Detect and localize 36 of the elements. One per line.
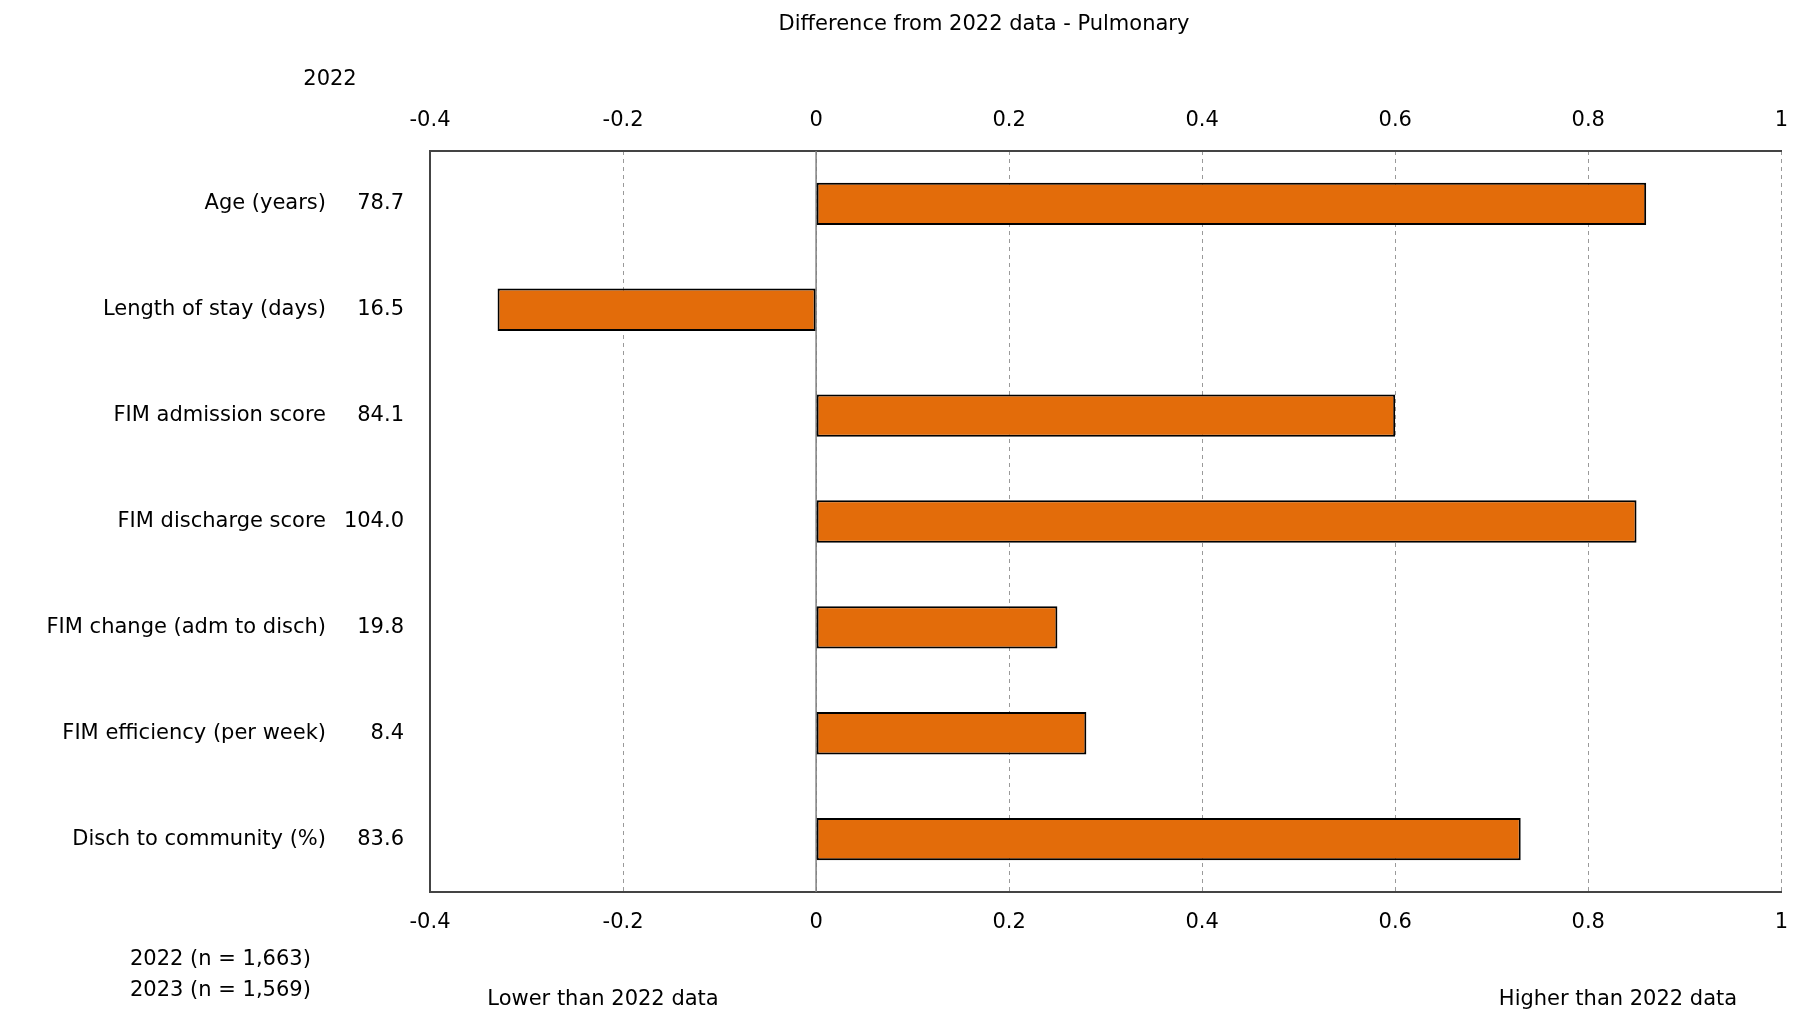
y-tick-label: FIM efficiency (per week) bbox=[62, 719, 326, 744]
x-tick-label: -0.2 bbox=[602, 909, 644, 934]
text: 83.6 bbox=[357, 825, 404, 850]
y-tick-label: Age (years) bbox=[204, 190, 326, 215]
text: 78.7 bbox=[357, 190, 404, 215]
y-tick-label: FIM discharge score bbox=[117, 507, 326, 532]
x2-tick-label: 0.8 bbox=[1571, 106, 1605, 131]
x-tick-label: 0.2 bbox=[992, 909, 1026, 934]
x2-tick-label: 0 bbox=[809, 106, 823, 131]
x2-tick-label: 0.4 bbox=[1185, 106, 1219, 131]
x-tick-label: 0 bbox=[809, 909, 823, 934]
text: Higher than 2022 data bbox=[1498, 986, 1738, 1011]
text: 2022 (n = 1,663) bbox=[130, 946, 311, 971]
chart-title: Difference from 2022 data - Pulmonary bbox=[778, 11, 1190, 36]
x2-tick-label: 0.6 bbox=[1378, 106, 1412, 131]
y-tick-label: Length of stay (days) bbox=[102, 296, 326, 321]
text: 104.0 bbox=[343, 507, 404, 532]
y-tick-label: FIM admission score bbox=[113, 402, 326, 427]
text: 19.8 bbox=[357, 613, 404, 638]
y-tick-label: FIM change (adm to disch) bbox=[46, 613, 326, 638]
x-tick-label: -0.4 bbox=[409, 909, 451, 934]
text: 2023 (n = 1,569) bbox=[130, 977, 311, 1002]
text: 8.4 bbox=[370, 719, 404, 744]
text: Lower than 2022 data bbox=[487, 986, 719, 1011]
y-tick-label: Disch to community (%) bbox=[72, 825, 326, 850]
x-tick-label: 0.8 bbox=[1571, 909, 1605, 934]
x2-tick-label: 1 bbox=[1774, 106, 1789, 131]
text: 16.5 bbox=[357, 296, 404, 321]
x-tick-label: 0.4 bbox=[1185, 909, 1219, 934]
text: 84.1 bbox=[357, 402, 404, 427]
x2-tick-label: -0.2 bbox=[602, 106, 644, 131]
x2-tick-label: -0.4 bbox=[409, 106, 451, 131]
x2-tick-label: 0.2 bbox=[992, 106, 1026, 131]
x-tick-label: 0.6 bbox=[1378, 909, 1412, 934]
x-tick-label: 1 bbox=[1774, 909, 1789, 934]
text: 2022 bbox=[303, 66, 357, 91]
